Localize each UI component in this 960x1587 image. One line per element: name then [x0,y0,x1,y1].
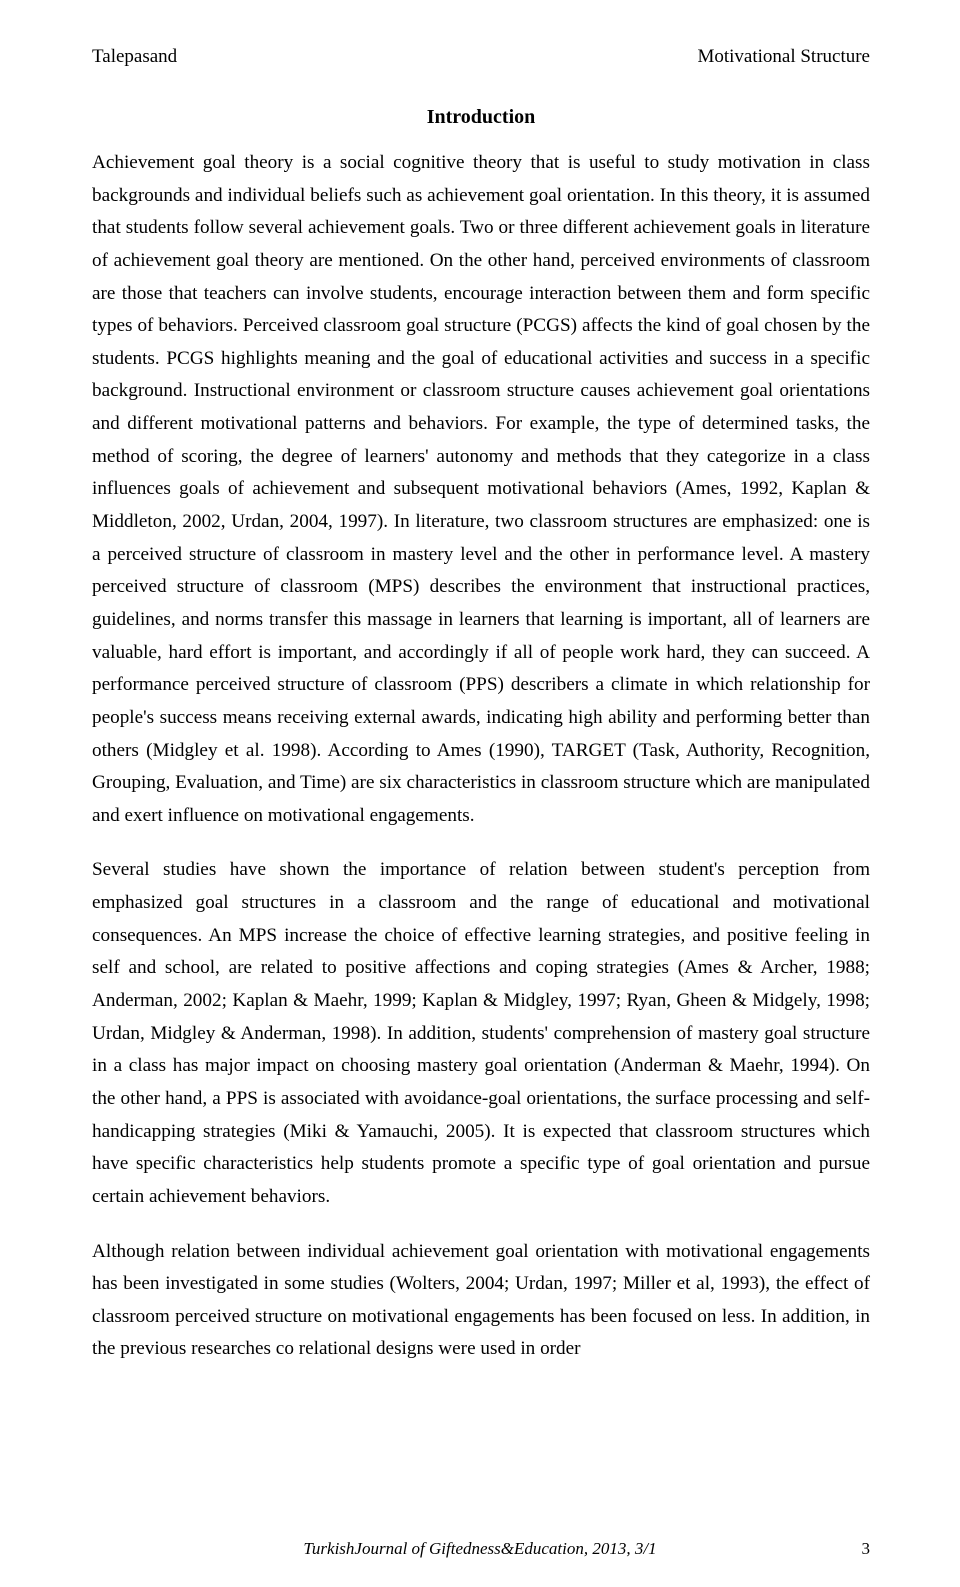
section-heading: Introduction [92,106,870,129]
page-footer: TurkishJournal of Giftedness&Education, … [90,1539,870,1559]
footer-journal: TurkishJournal of Giftedness&Education, … [110,1539,850,1559]
body-paragraph: Achievement goal theory is a social cogn… [92,147,870,832]
page-container: Talepasand Motivational Structure Introd… [0,0,960,1587]
running-header: Talepasand Motivational Structure [92,46,870,68]
header-author: Talepasand [92,46,177,68]
body-paragraph: Several studies have shown the importanc… [92,854,870,1213]
footer-page-number: 3 [850,1539,870,1559]
header-title: Motivational Structure [697,46,870,68]
body-paragraph: Although relation between individual ach… [92,1236,870,1367]
